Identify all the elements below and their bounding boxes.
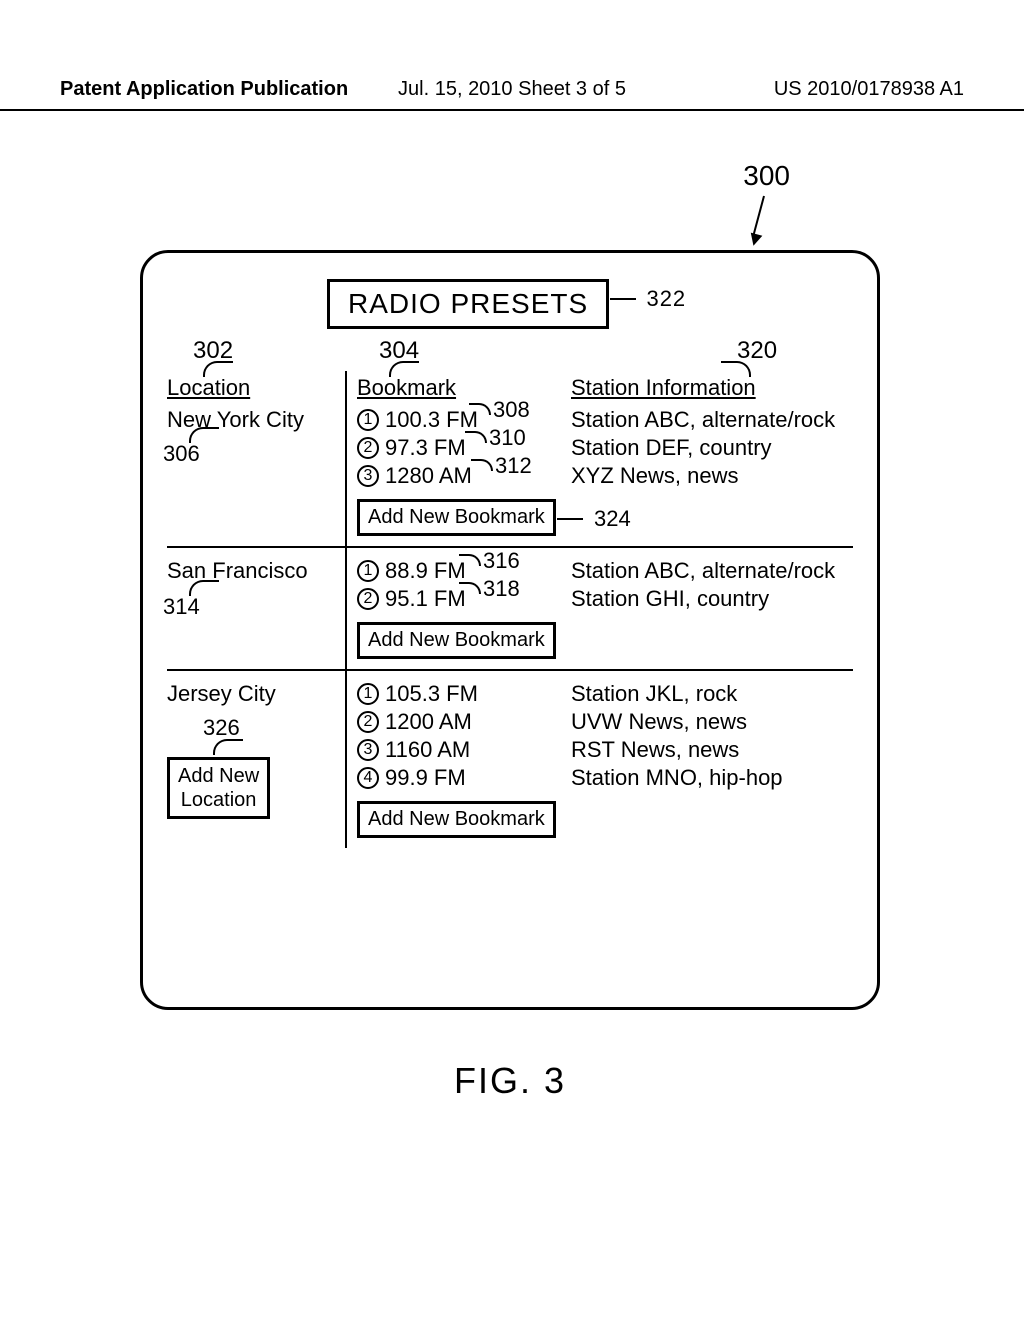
station-info: Station JKL, rock (571, 681, 853, 707)
preset-freq: 100.3 FM (385, 407, 478, 433)
preset-num-icon: 1 (357, 560, 379, 582)
station-info: UVW News, news (571, 709, 853, 735)
figure-area: 300 RADIO PRESETS 322 302 304 320 Locati… (110, 160, 910, 1160)
station-info: XYZ News, news (571, 463, 853, 489)
location-cell-0: Location New York City 306 (167, 371, 347, 546)
reference-300-label: 300 (743, 160, 790, 191)
add-bookmark-button[interactable]: Add New Bookmark (357, 622, 556, 659)
preset-line[interactable]: 1 105.3 FM (357, 681, 567, 707)
preset-freq: 105.3 FM (385, 681, 478, 707)
info-cell-2: Station JKL, rock UVW News, news RST New… (567, 669, 853, 848)
preset-num-icon: 1 (357, 683, 379, 705)
header-center: Jul. 15, 2010 Sheet 3 of 5 (398, 78, 626, 101)
preset-freq: 99.9 FM (385, 765, 466, 791)
preset-ref: 312 (495, 453, 532, 479)
preset-num-icon: 2 (357, 588, 379, 610)
info-header: Station Information (571, 375, 853, 401)
preset-num-icon: 3 (357, 739, 379, 761)
screen-frame: RADIO PRESETS 322 302 304 320 Location N… (140, 250, 880, 1010)
station-info: Station ABC, alternate/rock (571, 558, 853, 584)
preset-line[interactable]: 1 100.3 FM 308 (357, 407, 567, 433)
add-location-button[interactable]: Add New Location (167, 757, 270, 819)
title-ref: 322 (646, 286, 686, 312)
add-location-ref: 326 (203, 715, 240, 741)
preset-num-icon: 1 (357, 409, 379, 431)
preset-num-icon: 4 (357, 767, 379, 789)
add-bookmark-label: Add New Bookmark (368, 506, 545, 528)
title-text: RADIO PRESETS (348, 288, 588, 319)
page-header: Patent Application Publication Jul. 15, … (0, 78, 1024, 111)
preset-num-icon: 2 (357, 437, 379, 459)
header-left: Patent Application Publication (60, 78, 348, 101)
preset-line[interactable]: 1 88.9 FM 316 (357, 558, 567, 584)
add-bookmark-label: Add New Bookmark (368, 629, 545, 651)
info-cell-1: Station ABC, alternate/rock Station GHI,… (567, 546, 853, 669)
preset-num-icon: 2 (357, 711, 379, 733)
preset-freq: 1160 AM (385, 737, 470, 763)
preset-line[interactable]: 3 1280 AM 312 (357, 463, 567, 489)
info-cell-0: Station Information Station ABC, alterna… (567, 371, 853, 546)
location-ref-1: 314 (163, 594, 200, 620)
add-location-label: Add New Location (178, 764, 259, 812)
figure-caption: FIG. 3 (110, 1060, 910, 1102)
info-col-ref: 320 (737, 337, 777, 365)
preset-line[interactable]: 3 1160 AM (357, 737, 567, 763)
preset-ref: 310 (489, 425, 526, 451)
bookmark-cell-0: Bookmark 1 100.3 FM 308 2 97.3 FM 310 3 … (347, 371, 567, 546)
station-info: RST News, news (571, 737, 853, 763)
header-right: US 2010/0178938 A1 (774, 78, 964, 101)
location-header: Location (167, 375, 337, 401)
station-info: Station ABC, alternate/rock (571, 407, 853, 433)
preset-ref: 308 (493, 397, 530, 423)
preset-freq: 88.9 FM (385, 558, 466, 584)
station-info: Station MNO, hip-hop (571, 765, 853, 791)
preset-line[interactable]: 2 95.1 FM 318 (357, 586, 567, 612)
add-bookmark-button[interactable]: Add New Bookmark 324 (357, 499, 556, 536)
column-ref-row: 302 304 320 (167, 337, 853, 371)
preset-ref: 318 (483, 576, 520, 602)
location-cell-1: San Francisco 314 (167, 546, 347, 669)
add-bookmark-button[interactable]: Add New Bookmark (357, 801, 556, 838)
preset-ref: 316 (483, 548, 520, 574)
preset-line[interactable]: 2 97.3 FM 310 (357, 435, 567, 461)
bookmark-header: Bookmark (357, 375, 567, 401)
preset-grid: Location New York City 306 Bookmark 1 10… (167, 371, 853, 848)
preset-num-icon: 3 (357, 465, 379, 487)
preset-line[interactable]: 4 99.9 FM (357, 765, 567, 791)
location-name-1[interactable]: San Francisco (167, 558, 337, 584)
preset-line[interactable]: 2 1200 AM (357, 709, 567, 735)
bookmark-cell-2: 1 105.3 FM 2 1200 AM 3 1160 AM 4 99.9 FM… (347, 669, 567, 848)
preset-freq: 95.1 FM (385, 586, 466, 612)
preset-freq: 97.3 FM (385, 435, 466, 461)
preset-freq: 1200 AM (385, 709, 472, 735)
arrow-icon (743, 196, 783, 246)
location-cell-2: Jersey City 326 Add New Location (167, 669, 347, 848)
reference-300: 300 (743, 160, 790, 246)
bookmark-cell-1: 1 88.9 FM 316 2 95.1 FM 318 Add New Book… (347, 546, 567, 669)
station-info: Station GHI, country (571, 586, 853, 612)
add-bookmark-label: Add New Bookmark (368, 808, 545, 830)
location-name-2[interactable]: Jersey City (167, 681, 337, 707)
title-box: RADIO PRESETS 322 (327, 279, 609, 329)
preset-freq: 1280 AM (385, 463, 472, 489)
location-ref-0: 306 (163, 441, 200, 467)
location-name-0[interactable]: New York City (167, 407, 337, 433)
station-info: Station DEF, country (571, 435, 853, 461)
